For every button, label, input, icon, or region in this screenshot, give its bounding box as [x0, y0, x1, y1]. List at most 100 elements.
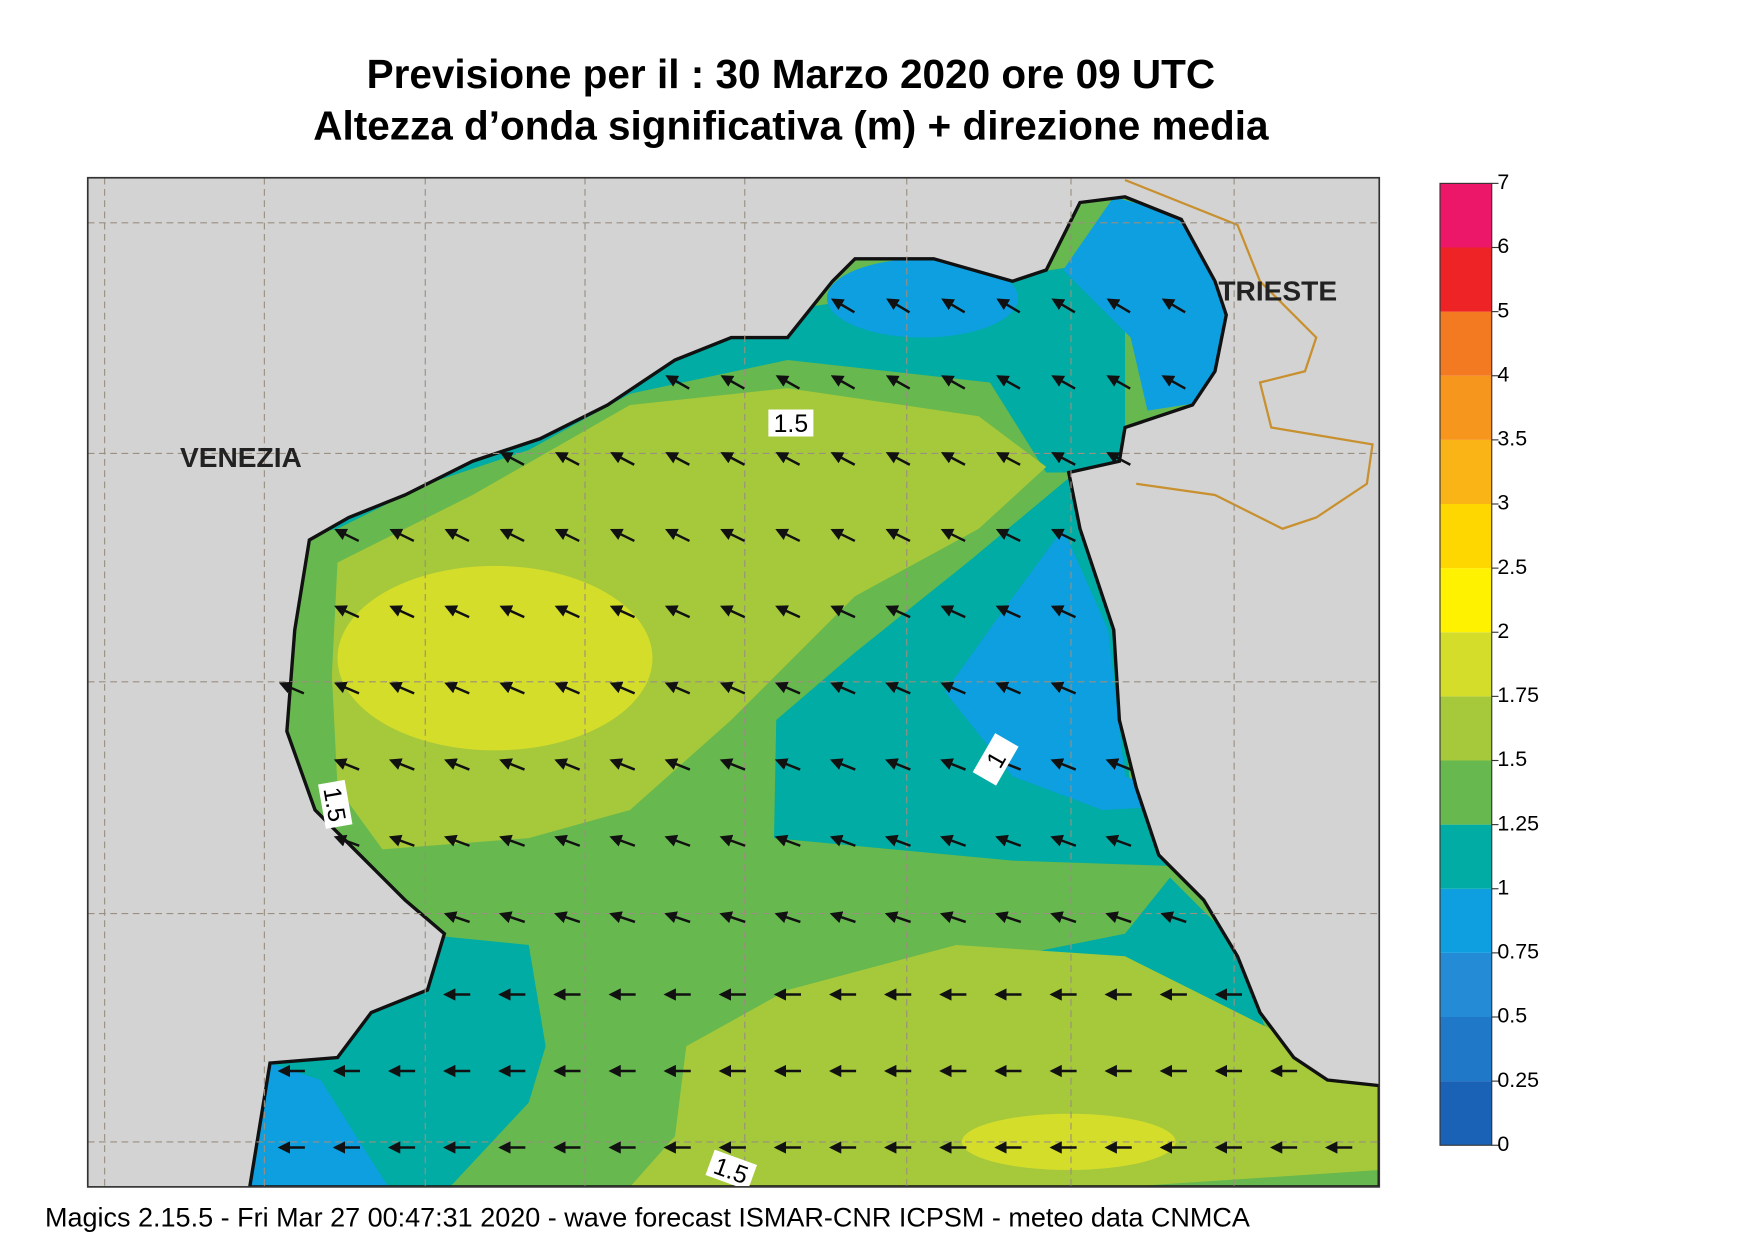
arrow	[885, 375, 911, 390]
arrow	[995, 605, 1021, 619]
arrow	[886, 298, 911, 314]
colorbar-label: 2.5	[1497, 555, 1527, 579]
contour-label: 1.5	[317, 779, 353, 829]
arrow	[940, 681, 966, 695]
map: VENEZIA TRIESTE 1.51.511.5	[87, 177, 1380, 1187]
arrow	[609, 758, 636, 771]
colorbar-label: 3	[1497, 491, 1509, 515]
arrow	[830, 605, 856, 619]
colorbar-label: 1.75	[1497, 683, 1539, 707]
label-box	[972, 733, 1019, 786]
arrow	[1050, 605, 1077, 619]
arrow	[774, 834, 801, 847]
arrow	[610, 452, 635, 466]
colorbar-segment	[1440, 952, 1492, 1017]
arrow	[885, 758, 911, 771]
arrow	[774, 911, 801, 924]
arrow	[664, 911, 691, 924]
arrow	[829, 911, 856, 924]
label-box	[318, 779, 353, 829]
arrow	[1161, 298, 1186, 314]
arrow	[719, 834, 746, 847]
colorbar-label: 7	[1497, 170, 1509, 194]
zone	[337, 565, 653, 751]
arrow	[719, 758, 746, 771]
arrow	[665, 452, 690, 466]
arrow	[499, 452, 525, 466]
contour-label: 1	[972, 733, 1019, 786]
colorbar-label: 4	[1497, 362, 1509, 386]
arrow	[775, 605, 801, 619]
zone	[826, 258, 1019, 338]
place-label: TRIESTE	[1218, 275, 1337, 306]
arrow	[1106, 375, 1131, 390]
arrow	[499, 528, 525, 543]
zone	[945, 528, 1204, 810]
arrow	[720, 452, 746, 466]
colorbar-label: 0	[1497, 1132, 1509, 1156]
arrow	[995, 681, 1021, 695]
arrow	[939, 911, 967, 924]
arrow	[995, 911, 1022, 924]
arrow	[554, 605, 580, 619]
arrow	[940, 834, 967, 847]
arrow	[830, 298, 856, 314]
arrow	[940, 605, 966, 619]
arrow	[830, 375, 856, 390]
arrow	[1160, 911, 1187, 924]
arrow	[941, 375, 966, 390]
label-box	[768, 409, 814, 437]
arrow	[1161, 375, 1186, 390]
footer: Magics 2.15.5 - Fri Mar 27 00:47:31 2020…	[45, 1202, 1250, 1232]
colorbar-label: 1	[1497, 875, 1509, 899]
title: Previsione per il : 30 Marzo 2020 ore 09…	[367, 51, 1216, 97]
arrow	[389, 681, 415, 695]
arrow	[278, 681, 305, 695]
zone	[249, 1063, 389, 1187]
subtitle: Altezza d’onda significativa (m) + direz…	[313, 103, 1269, 149]
arrow	[1105, 911, 1132, 924]
arrow	[444, 528, 470, 543]
arrow	[665, 528, 691, 543]
arrow	[499, 834, 526, 847]
colorbar-label: 1.25	[1497, 811, 1539, 835]
arrow	[885, 605, 911, 619]
colorbar: 0 0.25 0.5 0.75 1 1.25 1.5 1.75 2 2.5 3 3.5 4 5 6 7	[1439, 170, 1539, 1156]
border	[1124, 178, 1374, 530]
arrow	[1106, 452, 1131, 466]
arrow	[443, 834, 470, 847]
arrow	[664, 758, 691, 771]
arrow	[940, 758, 966, 771]
contour-value: 1.5	[774, 411, 808, 438]
arrow	[443, 911, 470, 924]
arrow	[940, 528, 966, 543]
colorbar-segment	[1440, 375, 1492, 440]
colorbar-label: 0.75	[1497, 940, 1539, 964]
arrow	[830, 452, 856, 466]
arrow	[720, 528, 746, 543]
arrow	[554, 528, 580, 543]
arrow	[775, 375, 801, 390]
arrow	[995, 528, 1021, 543]
arrow	[720, 375, 745, 390]
arrow	[1050, 758, 1077, 771]
frame	[86, 176, 1381, 1188]
arrow	[830, 528, 856, 543]
colorbar-label: 1.5	[1497, 747, 1527, 771]
arrow	[664, 834, 691, 847]
arrow	[1050, 681, 1077, 695]
colorbar-label: 2	[1497, 619, 1509, 643]
colorbar-segment	[1440, 311, 1492, 376]
label-box	[705, 1149, 758, 1187]
arrow	[444, 681, 470, 695]
colorbar-label: 3.5	[1497, 427, 1527, 451]
colorbar-segment	[1440, 824, 1492, 889]
contour-label: 1.5	[768, 409, 814, 438]
colorbar-segment	[1440, 696, 1492, 761]
colorbar-label: 5	[1497, 298, 1509, 322]
arrow	[1050, 834, 1077, 847]
colorbar-segment	[1440, 247, 1492, 312]
arrow	[1051, 298, 1076, 314]
arrow	[1105, 758, 1132, 771]
